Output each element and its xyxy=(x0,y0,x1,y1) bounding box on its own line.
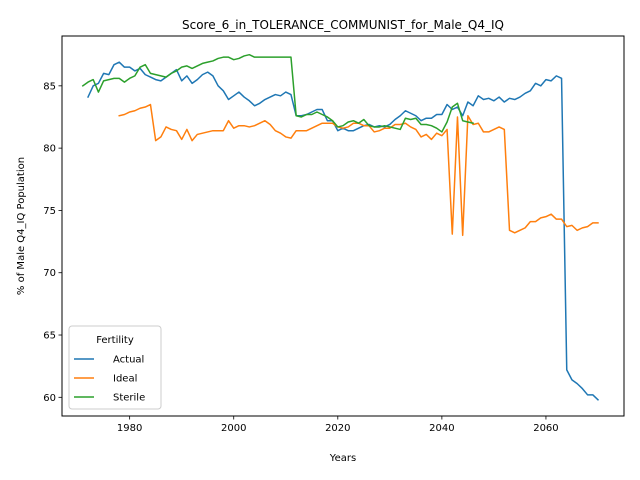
chart-title: Score_6_in_TOLERANCE_COMMUNIST_for_Male_… xyxy=(182,18,504,32)
series-layer xyxy=(81,53,600,401)
y-tick-label: 70 xyxy=(43,268,56,279)
y-tick-label: 85 xyxy=(43,81,56,92)
series-line-sterile xyxy=(81,53,474,133)
axes-frame xyxy=(61,35,625,417)
y-tick-label: 75 xyxy=(43,206,56,217)
x-tick-label: 2040 xyxy=(429,423,454,434)
y-tick-label: 65 xyxy=(43,331,56,342)
legend: Fertility Actual Ideal Sterile xyxy=(68,325,162,410)
x-tick-label: 2020 xyxy=(325,423,350,434)
y-tick-label: 60 xyxy=(43,393,56,404)
legend-box xyxy=(68,325,162,410)
x-axis-label: Years xyxy=(329,453,356,464)
legend-entries: Actual Ideal Sterile xyxy=(74,355,145,404)
plot-area xyxy=(61,35,625,417)
legend-label-actual: Actual xyxy=(113,355,144,366)
x-tick-label: 2060 xyxy=(533,423,558,434)
legend-title: Fertility xyxy=(96,335,134,346)
y-tick-label: 80 xyxy=(43,144,56,155)
x-axis-ticks: 1980 2000 2020 2040 2060 xyxy=(117,416,559,434)
x-tick-label: 2000 xyxy=(221,423,246,434)
y-axis-label: % of Male Q4_IQ Population xyxy=(16,157,27,295)
x-tick-label: 1980 xyxy=(117,423,142,434)
legend-label-ideal: Ideal xyxy=(113,374,137,385)
y-axis-ticks: 60 65 70 75 80 85 xyxy=(43,81,62,404)
legend-label-sterile: Sterile xyxy=(113,393,145,404)
